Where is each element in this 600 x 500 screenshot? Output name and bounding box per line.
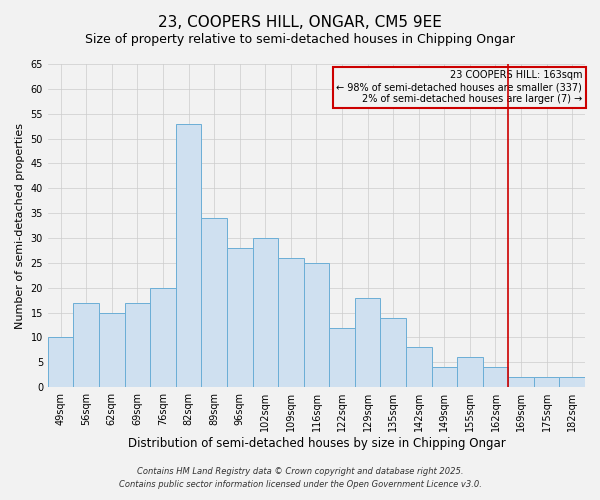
Text: 23 COOPERS HILL: 163sqm
← 98% of semi-detached houses are smaller (337)
2% of se: 23 COOPERS HILL: 163sqm ← 98% of semi-de… [337,70,583,104]
Bar [559,378,585,387]
Bar [457,358,482,387]
Bar [150,288,176,387]
Bar [431,368,457,387]
Bar [202,218,227,387]
Bar [253,238,278,387]
Bar [380,318,406,387]
Bar [534,378,559,387]
X-axis label: Distribution of semi-detached houses by size in Chipping Ongar: Distribution of semi-detached houses by … [128,437,505,450]
Bar [176,124,202,387]
Text: 23, COOPERS HILL, ONGAR, CM5 9EE: 23, COOPERS HILL, ONGAR, CM5 9EE [158,15,442,30]
Bar [227,248,253,387]
Text: Contains HM Land Registry data © Crown copyright and database right 2025.
Contai: Contains HM Land Registry data © Crown c… [119,468,481,489]
Bar [125,302,150,387]
Y-axis label: Number of semi-detached properties: Number of semi-detached properties [15,122,25,328]
Bar [406,348,431,387]
Bar [329,328,355,387]
Bar [48,338,73,387]
Bar [73,302,99,387]
Bar [355,298,380,387]
Bar [304,263,329,387]
Bar [278,258,304,387]
Bar [482,368,508,387]
Text: Size of property relative to semi-detached houses in Chipping Ongar: Size of property relative to semi-detach… [85,32,515,46]
Bar [508,378,534,387]
Bar [99,312,125,387]
